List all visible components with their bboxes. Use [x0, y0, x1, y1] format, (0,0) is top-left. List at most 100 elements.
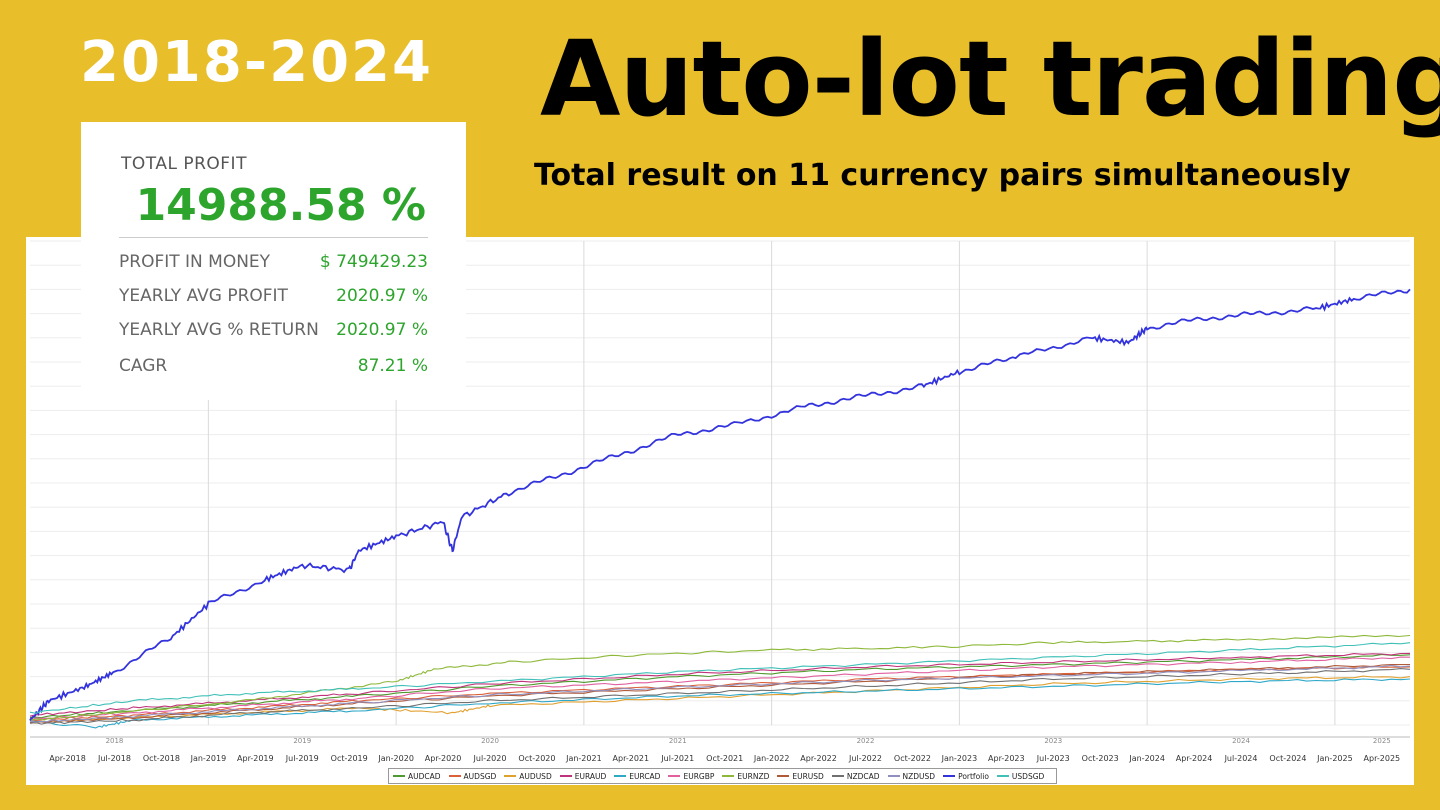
legend-swatch: [504, 775, 517, 777]
chart-legend: AUDCAD AUDSGD AUDUSD EURAUD EURCAD EURGBP EURN…: [388, 768, 1058, 784]
stat-row-yearly-avg-return: YEARLY AVG % RETURN 2020.97 %: [119, 320, 428, 346]
legend-swatch: [943, 775, 956, 777]
x-tick-label: Jul-2022: [848, 754, 882, 763]
legend-swatch: [777, 775, 790, 777]
stat-value: $ 749429.23: [319, 252, 428, 272]
stats-divider: [119, 237, 428, 238]
legend-swatch: [559, 775, 572, 777]
x-tick-label: Oct-2018: [143, 754, 180, 763]
x-year-label: 2018: [106, 737, 124, 745]
x-tick-label: Jul-2021: [660, 754, 694, 763]
x-tick-label: Apr-2022: [800, 754, 837, 763]
legend-item-audcad: AUDCAD: [393, 772, 441, 781]
stat-label: YEARLY AVG % RETURN: [119, 320, 319, 340]
x-tick-label: Jan-2019: [190, 754, 227, 763]
total-profit-value: 14988.58 %: [135, 180, 426, 231]
x-tick-label: Jul-2023: [1036, 754, 1070, 763]
legend-item-eurcad: EURCAD: [614, 772, 660, 781]
legend-item-euraud: EURAUD: [559, 771, 607, 781]
x-tick-label: Oct-2023: [1082, 754, 1119, 763]
x-tick-label: Apr-2021: [613, 754, 650, 763]
x-tick-label: Apr-2024: [1176, 754, 1213, 763]
legend-label: AUDCAD: [408, 771, 441, 781]
legend-swatch: [668, 775, 681, 777]
x-tick-label: Apr-2025: [1364, 754, 1401, 763]
legend-label: USDSGD: [1011, 771, 1045, 781]
series-line-usdsgd: [29, 642, 1411, 714]
x-tick-label: Jul-2020: [473, 754, 507, 763]
x-tick-label: Jan-2024: [1128, 754, 1165, 763]
page-subtitle: Total result on 11 currency pairs simult…: [534, 158, 1351, 193]
legend-item-nzdusd: NZDUSD: [887, 771, 936, 781]
x-tick-label: Jan-2020: [377, 754, 414, 763]
legend-label: EURAUD: [574, 771, 607, 781]
legend-item-usdsgd: USDSGD: [996, 771, 1045, 781]
series-line-nzdusd: [29, 664, 1411, 723]
legend-swatch: [614, 775, 627, 777]
x-tick-label: Jul-2018: [97, 754, 131, 763]
x-tick-label: Jan-2022: [753, 754, 790, 763]
x-year-label: 2025: [1373, 737, 1391, 745]
series-line-audusd: [29, 675, 1411, 724]
legend-item-nzdcad: NZDCAD: [831, 771, 880, 781]
x-tick-label: Jan-2023: [941, 754, 978, 763]
series-line-audcad: [29, 653, 1411, 719]
series-line-eurcad: [29, 678, 1411, 729]
page-title: Auto-lot trading: [540, 18, 1440, 140]
legend-label: NZDCAD: [846, 771, 880, 781]
legend-swatch: [448, 775, 461, 777]
stat-value: 2020.97 %: [336, 286, 428, 306]
x-tick-label: Oct-2021: [706, 754, 743, 763]
x-year-label: 2024: [1232, 737, 1250, 745]
legend-item-eurusd: EURUSD: [777, 771, 824, 781]
x-tick-label: Apr-2018: [49, 754, 86, 763]
equity-chart-svg: 2018 2019 2020 2021 2022 2023 2024 2025 Apr-2018…: [29, 240, 1411, 763]
legend-swatch: [996, 775, 1009, 777]
series-line-eurgbp: [29, 656, 1411, 721]
stat-value: 2020.97 %: [336, 320, 428, 340]
x-tick-label: Jul-2019: [285, 754, 319, 763]
legend-label: EURGBP: [683, 771, 715, 781]
legend-item-portfolio: Portfolio: [943, 772, 989, 781]
stat-label: PROFIT IN MONEY: [119, 252, 271, 272]
x-tick-label: Jan-2025: [1316, 754, 1353, 763]
series-line-euraud: [29, 652, 1411, 717]
legend-label: EURCAD: [629, 771, 661, 781]
stats-panel: TOTAL PROFIT 14988.58 % PROFIT IN MONEY …: [81, 122, 466, 400]
x-year-label: 2021: [669, 737, 687, 745]
years-range: 2018-2024: [80, 30, 433, 95]
legend-swatch: [393, 775, 405, 777]
legend-item-audsgd: AUDSGD: [448, 771, 497, 781]
stat-value: 87.21 %: [357, 356, 428, 376]
x-tick-label: Apr-2020: [425, 754, 462, 763]
x-year-label: 2019: [293, 737, 311, 745]
legend-label: AUDUSD: [519, 771, 552, 781]
legend-swatch: [887, 775, 900, 777]
legend-item-eurnzd: EURNZD: [722, 772, 769, 781]
legend-swatch: [722, 775, 735, 777]
stat-row-profit-money: PROFIT IN MONEY $ 749429.23: [119, 252, 428, 278]
x-year-label: 2020: [481, 737, 499, 745]
x-tick-label: Apr-2019: [237, 754, 274, 763]
total-profit-label: TOTAL PROFIT: [121, 154, 247, 174]
legend-item-audusd: AUDUSD: [504, 771, 552, 781]
legend-label: NZDUSD: [902, 771, 936, 781]
x-year-label: 2023: [1044, 737, 1062, 745]
legend-label: Portfolio: [958, 771, 989, 781]
stat-label: YEARLY AVG PROFIT: [119, 286, 288, 306]
legend-label: AUDSGD: [463, 771, 497, 781]
legend-item-eurgbp: EURGBP: [668, 772, 714, 781]
series-line-audsgd: [29, 665, 1411, 721]
x-tick-label: Oct-2024: [1269, 754, 1306, 763]
x-tick-label: Jan-2021: [565, 754, 602, 763]
legend-label: EURUSD: [792, 771, 824, 781]
stat-row-yearly-avg-profit: YEARLY AVG PROFIT 2020.97 %: [119, 286, 428, 312]
x-tick-label: Jul-2024: [1224, 754, 1258, 763]
x-tick-label: Oct-2020: [518, 754, 555, 763]
series-line-portfolio: [29, 288, 1411, 721]
stat-row-cagr: CAGR 87.21 %: [119, 356, 428, 382]
x-tick-label: Oct-2019: [331, 754, 368, 763]
legend-label: EURNZD: [737, 771, 770, 781]
series-line-eurnzd: [29, 634, 1411, 721]
x-year-label: 2022: [857, 737, 875, 745]
